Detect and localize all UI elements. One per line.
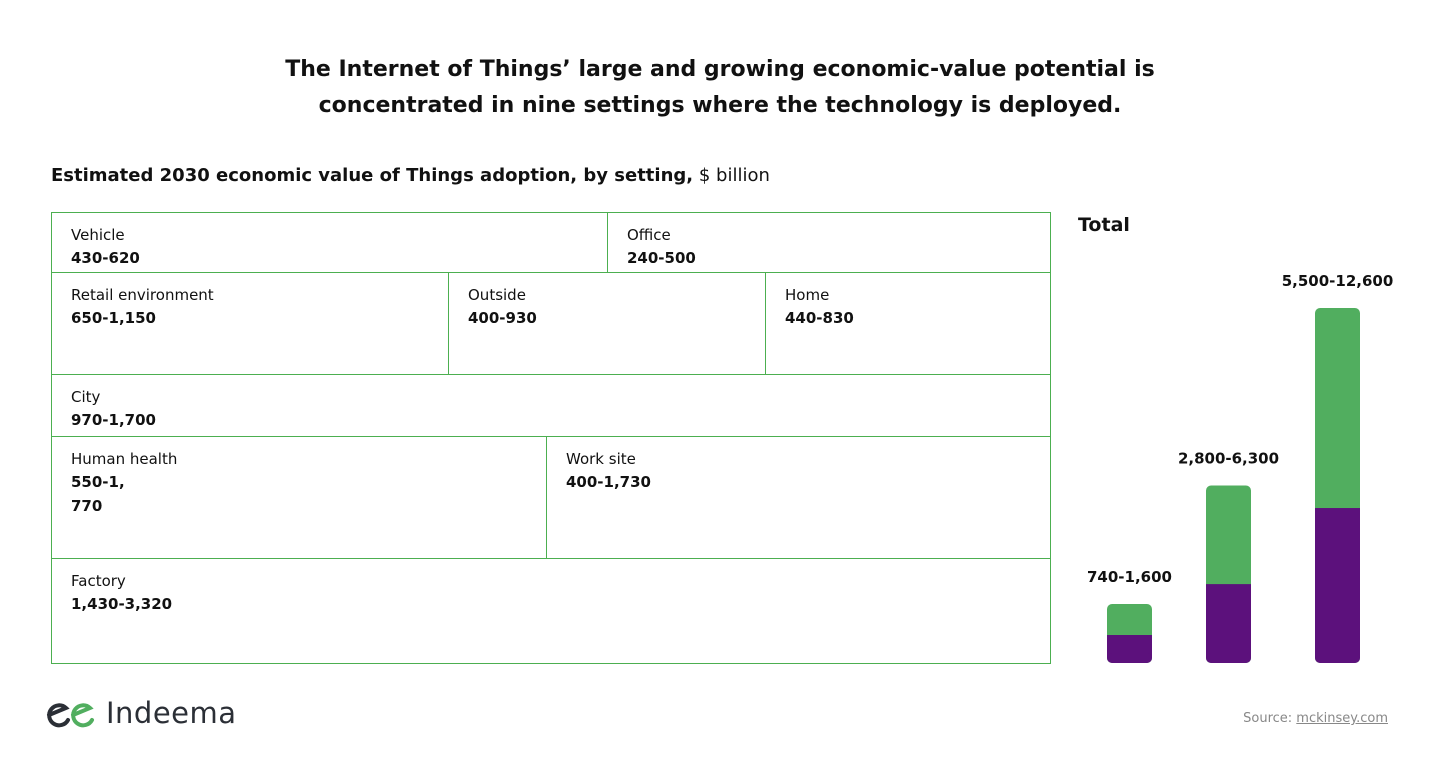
setting-name: Human health xyxy=(71,450,178,468)
setting-cell-work-site: Work site 400-1,730 xyxy=(547,437,1050,558)
setting-name: Office xyxy=(627,226,671,244)
setting-cell-city: City 970-1,700 xyxy=(52,375,1050,436)
total-label: Total xyxy=(1078,214,1130,236)
title-line-2: concentrated in nine settings where the … xyxy=(318,93,1122,118)
setting-cell-retail: Retail environment 650-1,150 xyxy=(52,273,449,374)
indeema-logo: Indeema xyxy=(44,696,237,730)
bar-low-base xyxy=(1107,653,1152,663)
subtitle-bold: Estimated 2030 economic value of Things … xyxy=(51,165,694,186)
logo-mark-icon xyxy=(47,703,94,728)
logo-text: Indeema xyxy=(106,696,237,730)
source-label: Source: xyxy=(1243,711,1293,726)
setting-cell-home: Home 440-830 xyxy=(766,273,1050,374)
setting-cell-vehicle: Vehicle 430-620 xyxy=(52,213,608,272)
bar-label: 2,800-6,300 xyxy=(1178,450,1279,468)
bar-low xyxy=(1315,508,1360,658)
setting-name: Home xyxy=(785,286,830,304)
setting-cell-outside: Outside 400-930 xyxy=(449,273,766,374)
setting-value: 650-1,150 xyxy=(71,309,156,327)
setting-value: 400-1,730 xyxy=(566,473,651,491)
grid-row: Vehicle 430-620 Office 240-500 xyxy=(52,213,1050,273)
setting-cell-factory: Factory 1,430-3,320 xyxy=(52,559,1050,663)
grid-row: Human health 550-1,770 Work site 400-1,730 xyxy=(52,437,1050,559)
setting-name: Factory xyxy=(71,572,126,590)
setting-name: Outside xyxy=(468,286,526,304)
bar-low-base xyxy=(1206,653,1251,663)
chart-subtitle: Estimated 2030 economic value of Things … xyxy=(51,165,770,186)
bar-label: 740-1,600 xyxy=(1087,568,1172,586)
total-bar-chart: 740-1,600 2,800-6,300 5,500-12,600 xyxy=(1087,272,1394,663)
setting-value: 430-620 xyxy=(71,249,140,267)
setting-value: 1,430-3,320 xyxy=(71,595,173,613)
setting-value: 240-500 xyxy=(627,249,696,267)
settings-grid: Vehicle 430-620 Office 240-500 Retail envi… xyxy=(51,212,1051,664)
setting-value: 400-930 xyxy=(468,309,537,327)
setting-value: 440-830 xyxy=(785,309,854,327)
setting-value: 550-1,770 xyxy=(71,473,125,515)
setting-cell-office: Office 240-500 xyxy=(608,213,1050,272)
setting-name: Vehicle xyxy=(71,226,125,244)
page-title: The Internet of Things’ large and growin… xyxy=(0,52,1440,124)
subtitle-unit: $ billion xyxy=(698,165,770,186)
setting-value: 970-1,700 xyxy=(71,411,156,429)
setting-cell-human-health: Human health 550-1,770 xyxy=(52,437,547,558)
grid-row: City 970-1,700 xyxy=(52,375,1050,437)
title-line-1: The Internet of Things’ large and growin… xyxy=(285,57,1155,82)
source-note: Source: mckinsey.com xyxy=(1243,711,1388,726)
grid-row: Factory 1,430-3,320 xyxy=(52,559,1050,663)
bar-low xyxy=(1107,635,1152,658)
bar-low xyxy=(1206,584,1251,658)
grid-row: Retail environment 650-1,150 Outside 400-9… xyxy=(52,273,1050,375)
source-link[interactable]: mckinsey.com xyxy=(1296,711,1388,726)
setting-name: Work site xyxy=(566,450,636,468)
setting-name: City xyxy=(71,388,101,406)
bar-label: 5,500-12,600 xyxy=(1282,272,1394,290)
setting-name: Retail environment xyxy=(71,286,214,304)
bar-low-base xyxy=(1315,653,1360,663)
